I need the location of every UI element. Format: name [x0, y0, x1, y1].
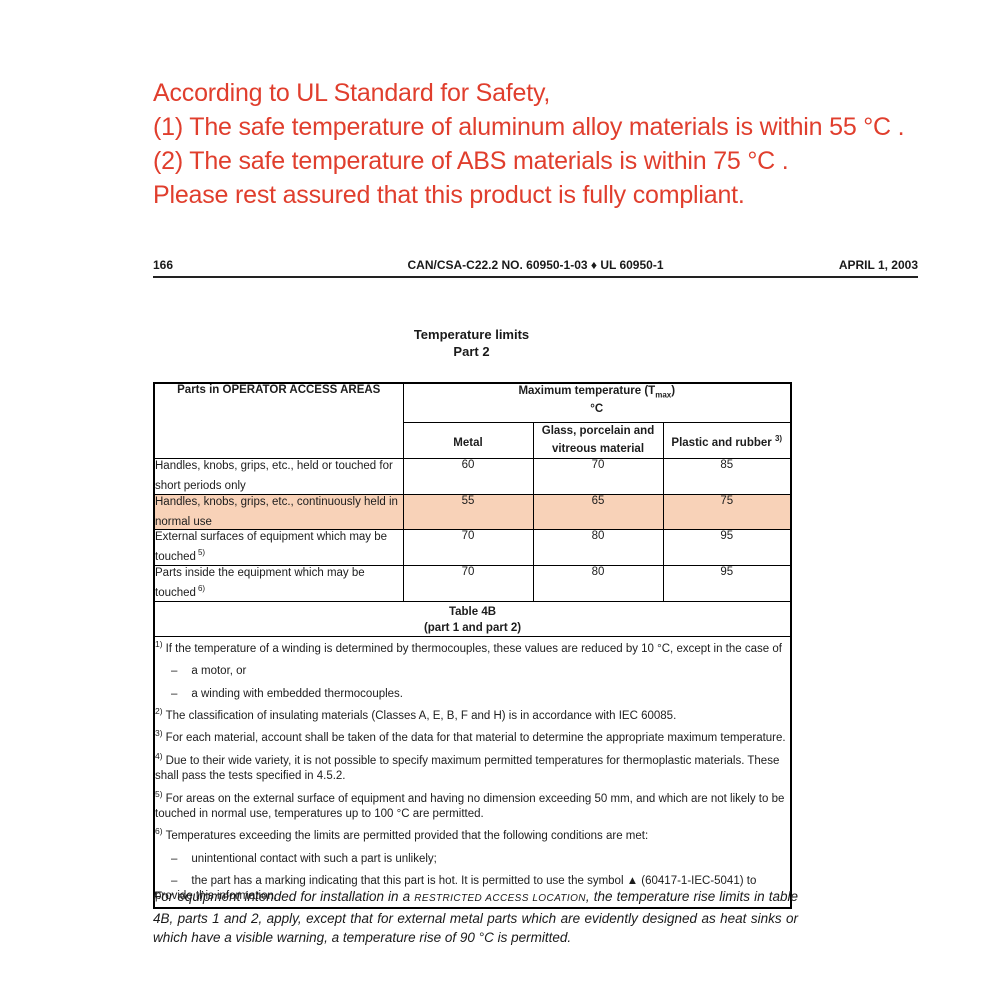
part-cell: External surfaces of equipment which may…: [153, 529, 404, 567]
footnote-dash: –: [171, 874, 178, 887]
footnote-item: 3) For each material, account shall be ta…: [155, 726, 790, 746]
footnote-item: 6) Temperatures exceeding the limits are …: [155, 824, 790, 844]
table-caption-cell: Table 4B (part 1 and part 2): [153, 601, 792, 638]
column-header-label: Plastic and rubber: [671, 436, 772, 449]
table-row: Handles, knobs, grips, etc., held or tou…: [153, 457, 792, 495]
footnote-text: a winding with embedded thermocouples.: [191, 687, 404, 700]
value-cell: 80: [532, 529, 664, 567]
footnote-marker: 4): [155, 750, 163, 761]
temperature-limits-table: Parts in OPERATOR ACCESS AREAS Maximum t…: [153, 382, 793, 909]
value-cell: 85: [662, 457, 792, 495]
footnote-text: the part has a marking indicating that t…: [155, 874, 757, 903]
header-rule: [153, 276, 918, 278]
footnote-text: Due to their wide variety, it is not pos…: [155, 754, 780, 783]
footnote-marker: 2): [155, 706, 163, 717]
footnote-item: 5) For areas on the external surface of e…: [155, 787, 790, 823]
part-sup: 6): [197, 584, 206, 594]
tmax-header-cell: Maximum temperature (Tmax) °C: [402, 382, 792, 423]
table-title: Temperature limits Part 2: [153, 326, 790, 360]
table-caption-line2: (part 1 and part 2): [423, 622, 522, 635]
notice-line: (2) The safe temperature of ABS material…: [153, 147, 789, 175]
footnote-dash: –: [171, 687, 178, 700]
column-header-sup: 3): [774, 433, 783, 443]
page-number: 166: [153, 258, 174, 272]
tmax-subscript: max: [655, 390, 672, 400]
part-label: Handles, knobs, grips, etc., held or tou…: [155, 459, 393, 492]
footnote-marker: 5): [155, 788, 163, 799]
footnote-item: – a motor, or: [155, 659, 790, 679]
part-label: External surfaces of equipment which may…: [155, 531, 388, 564]
restricted-note-pre: For equipment intended for installation …: [153, 889, 415, 904]
table-caption-line1: Table 4B: [448, 606, 497, 619]
part-cell: Handles, knobs, grips, etc., continuousl…: [153, 493, 404, 531]
footnote-text: a motor, or: [191, 665, 247, 678]
value-cell: 70: [532, 457, 664, 495]
value-cell: 60: [402, 457, 534, 495]
footnotes-row: 1) If the temperature of a winding is det…: [153, 636, 792, 909]
footnote-text: For each material, account shall be take…: [165, 732, 786, 745]
restricted-note-post: , the temperature rise limits in table 4…: [153, 889, 798, 945]
document-code: CAN/CSA-C22.2 NO. 60950-1-03 ♦ UL 60950-…: [407, 258, 664, 272]
value-cell: 75: [662, 493, 792, 531]
value-cell: 70: [402, 529, 534, 567]
value-cell: 70: [402, 565, 534, 603]
tmax-close: ): [671, 385, 676, 397]
notice-line: According to UL Standard for Safety,: [153, 79, 551, 107]
restricted-access-note: For equipment intended for installation …: [153, 887, 798, 948]
table-title-line1: Temperature limits: [413, 327, 530, 342]
restricted-note-smallcaps: RESTRICTED ACCESS LOCATION: [414, 893, 586, 904]
footnote-item: 4) Due to their wide variety, it is not p…: [155, 749, 790, 785]
corner-header-cell: Parts in OPERATOR ACCESS AREAS: [153, 382, 404, 459]
table-row: Parts inside the equipment which may be …: [153, 565, 792, 603]
value-cell: 95: [662, 565, 792, 603]
part-label: Parts inside the equipment which may be …: [155, 567, 365, 600]
footnote-marker: 1): [155, 639, 163, 650]
value-cell: 65: [532, 493, 664, 531]
footnotes-cell: 1) If the temperature of a winding is det…: [153, 636, 792, 909]
footnote-item: 2) The classification of insulating mater…: [155, 704, 790, 724]
footnote-item: – the part has a marking indicating that …: [155, 869, 790, 905]
value-cell: 80: [532, 565, 664, 603]
tmax-header-label: Maximum temperature (Tmax): [404, 384, 791, 402]
column-header-label: Glass, porcelain and vitreous material: [541, 425, 655, 455]
column-header-glass: Glass, porcelain and vitreous material: [532, 422, 664, 459]
table-header-row-1: Parts in OPERATOR ACCESS AREAS Maximum t…: [153, 382, 792, 459]
table-caption-row: Table 4B (part 1 and part 2): [153, 601, 792, 638]
footnote-dash: –: [171, 665, 178, 678]
footnote-marker: 3): [155, 728, 163, 739]
footnote-item: – a winding with embedded thermocouples.: [155, 682, 790, 702]
footnote-text: unintentional contact with such a part i…: [191, 852, 437, 865]
tmax-prefix: Maximum temperature (T: [518, 385, 656, 397]
value-cell: 95: [662, 529, 792, 567]
tmax-unit-label: °C: [590, 403, 604, 416]
footnote-text: For areas on the external surface of equ…: [155, 792, 785, 820]
footnote-text: If the temperature of a winding is deter…: [165, 642, 782, 655]
part-label: Handles, knobs, grips, etc., continuousl…: [155, 495, 398, 528]
corner-header-label: Parts in OPERATOR ACCESS AREAS: [177, 384, 381, 396]
footnote-text: Temperatures exceeding the limits are pe…: [165, 830, 649, 843]
column-header-label: Metal: [453, 436, 483, 449]
value-cell: 55: [402, 493, 534, 531]
footnote-dash: –: [171, 852, 178, 865]
column-header-metal: Metal: [402, 422, 534, 459]
footnote-item: – unintentional contact with such a part …: [155, 847, 790, 867]
notice-line: (1) The safe temperature of aluminum all…: [153, 113, 905, 141]
part-cell: Handles, knobs, grips, etc., held or tou…: [153, 457, 404, 495]
part-cell: Parts inside the equipment which may be …: [153, 565, 404, 603]
footnote-marker: 6): [155, 826, 163, 837]
part-sup: 5): [197, 548, 206, 558]
footnote-item: 1) If the temperature of a winding is det…: [155, 637, 790, 657]
annotation-notice: According to UL Standard for Safety, (1)…: [153, 76, 953, 212]
table-title-line2: Part 2: [453, 344, 490, 359]
page-running-header: 166 CAN/CSA-C22.2 NO. 60950-1-03 ♦ UL 60…: [153, 258, 918, 272]
footnote-text: The classification of insulating materia…: [165, 709, 677, 722]
column-header-plastic: Plastic and rubber 3): [662, 422, 792, 459]
notice-line: Please rest assured that this product is…: [153, 181, 745, 209]
table-row-highlighted: Handles, knobs, grips, etc., continuousl…: [153, 493, 792, 531]
table-header-row-2: Metal Glass, porcelain and vitreous mate…: [154, 422, 792, 459]
table-row: External surfaces of equipment which may…: [153, 529, 792, 567]
publication-date: APRIL 1, 2003: [838, 258, 918, 272]
